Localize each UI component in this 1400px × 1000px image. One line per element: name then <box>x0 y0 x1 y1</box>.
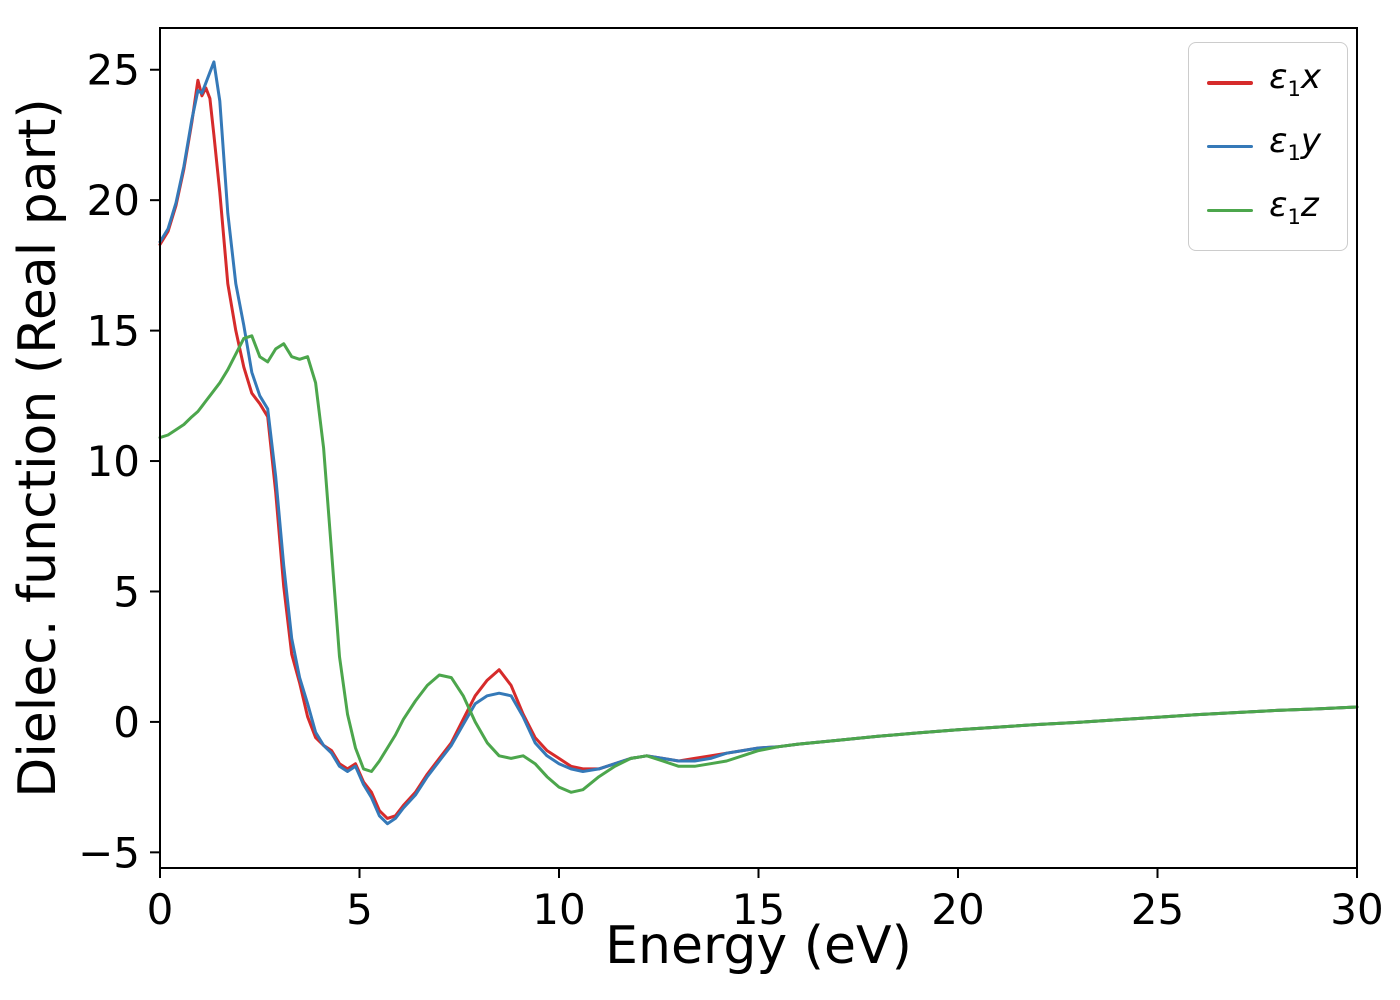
legend-label-eps1y: ε1y <box>1269 120 1321 165</box>
x-tick-label: 5 <box>346 885 373 934</box>
series-line-2 <box>158 60 1359 826</box>
y-axis-label: Dielec. function (Real part) <box>8 98 68 798</box>
legend-line <box>1207 81 1254 85</box>
legend-entry-eps1y: ε1y <box>1207 121 1321 173</box>
legend-entry-eps1x: ε1x <box>1207 57 1321 109</box>
y-tick-label: −5 <box>78 828 140 877</box>
y-tick-label: 0 <box>113 698 140 747</box>
series-line-3 <box>158 334 1359 794</box>
series-line-1 <box>158 78 1359 820</box>
legend-label-eps1x: ε1x <box>1269 57 1321 101</box>
x-tick-label: 20 <box>931 885 984 934</box>
legend-line <box>1207 208 1254 213</box>
legend-label-eps1z: ε1z <box>1269 184 1319 229</box>
x-tick-label: 30 <box>1330 885 1383 934</box>
y-tick-label: 10 <box>87 437 140 486</box>
x-tick-label: 0 <box>147 885 174 934</box>
x-tick-label: 10 <box>532 885 585 934</box>
y-tick-label: 25 <box>87 46 140 95</box>
x-axis-label: Energy (eV) <box>605 916 912 976</box>
legend: ε1x ε1y ε1z <box>1188 42 1348 252</box>
y-tick-label: 20 <box>87 176 140 225</box>
legend-line <box>1207 144 1254 149</box>
x-tick-label: 15 <box>732 885 785 934</box>
plot-frame <box>159 27 1358 869</box>
y-tick-label: 5 <box>113 567 140 616</box>
x-tick-label: 25 <box>1131 885 1184 934</box>
y-tick-label: 15 <box>87 307 140 356</box>
legend-entry-eps1z: ε1z <box>1207 185 1321 237</box>
